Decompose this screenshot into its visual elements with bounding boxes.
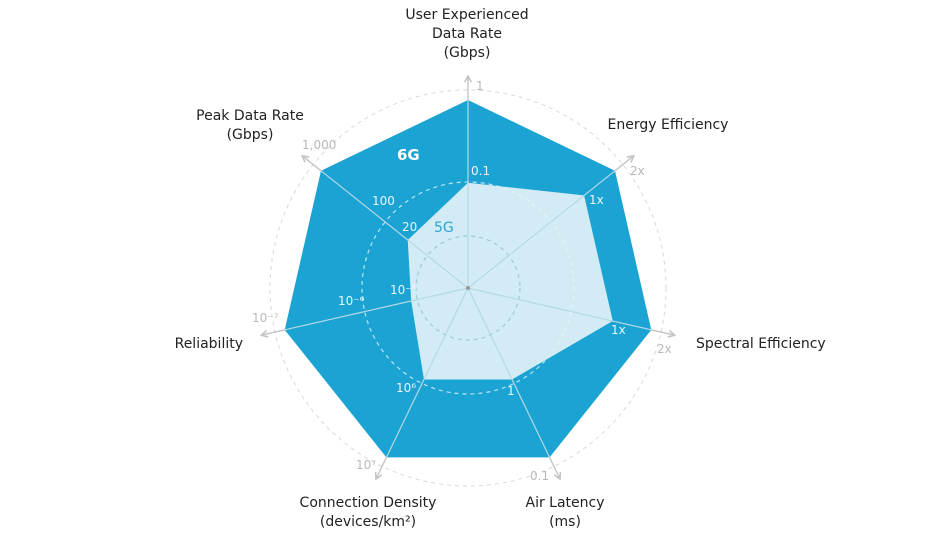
axis-line-4 [385,287,469,458]
axis-line-5 [284,287,469,331]
axis-title-air-latency: Air Latency (ms) [525,495,605,530]
axis-arrow-icon-4 [374,471,383,481]
axis-extension-1 [614,155,635,172]
grid-circle-0 [415,235,521,341]
axis-extension-6 [301,155,322,172]
tick-5g-density: 10⁶ [396,381,417,395]
center-point [466,286,470,290]
series-5G-area [407,182,613,380]
tick-6g-density: 10⁷ [356,458,377,472]
axis-title-reliability: Reliability [174,336,243,352]
tick-5g-energy: 1x [589,193,604,207]
series-label-5g: 5G [434,220,454,236]
axis-arrow-icon-3 [553,471,562,481]
axis-title-user-data-rate: User Experienced Data Rate (Gbps) [405,7,529,61]
axis-arrow-icon-6 [300,154,310,163]
tick-5g-peak: 20 [402,220,418,234]
axis-title-connection-density: Connection Density (devices/km²) [299,495,437,530]
tick-6g-spectral: 2x [657,342,672,356]
axis-title-peak-data-rate: Peak Data Rate (Gbps) [196,108,304,143]
axis-extension-4 [375,457,388,480]
axis-line-6 [320,170,469,289]
tick-6g-reliability: 10⁻⁷ [252,311,279,325]
series-label-6g: 6G [397,146,420,164]
axis-extension-5 [261,329,285,336]
tick-5g-latency: 1 [507,384,515,398]
axis-arrow-icon-1 [626,154,636,163]
grid-circle-outer [269,89,667,487]
tick-6g-user-rate: 1 [476,79,484,93]
axis-line-1 [467,170,616,289]
tick-6g-energy: 2x [630,164,645,178]
axis-line-2 [467,287,652,331]
tick-mid-reliability: 10⁻⁶ [338,294,365,308]
tick-5g-user-rate: 0.1 [471,164,491,178]
axis-arrow-icon-0 [463,74,473,83]
axis-line-3 [467,287,551,458]
tick-6g-latency: 0.1 [530,469,550,483]
axis-title-spectral-efficiency: Spectral Efficiency [696,336,826,352]
axis-arrow-icon-2 [667,329,677,338]
tick-5g-spectral: 1x [611,323,626,337]
axis-extension-3 [548,457,561,480]
axis-arrow-icon-5 [259,329,269,338]
tick-mid-peak: 100 [372,194,395,208]
tick-6g-peak: 1,000 [302,138,337,152]
tick-5g-reliability: 10⁻⁵ [390,283,417,297]
axis-title-energy-efficiency: Energy Efficiency [607,117,729,133]
axis-extension-2 [651,329,675,336]
